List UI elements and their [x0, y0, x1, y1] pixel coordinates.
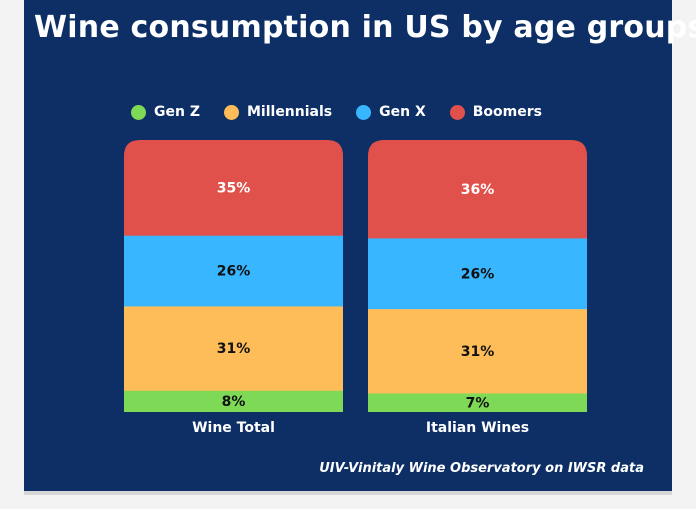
- data-label-gen-x-1: 26%: [461, 266, 495, 282]
- bar-group-1: [368, 140, 587, 412]
- legend-item-gen-z: Gen Z: [131, 104, 200, 120]
- legend-label-gen-x: Gen X: [379, 104, 426, 120]
- category-label-1: Italian Wines: [426, 420, 529, 436]
- bar-segment-millennials-0: [124, 305, 343, 391]
- legend-item-boomers: Boomers: [449, 104, 542, 120]
- data-label-gen-x-0: 26%: [217, 264, 251, 280]
- bar-segment-gen-z-0: [124, 390, 343, 412]
- data-label-millennials-1: 31%: [461, 344, 495, 360]
- source-note: UIV-Vinitaly Wine Observatory on IWSR da…: [319, 461, 644, 476]
- bar-segment-gen-z-1: [368, 392, 587, 412]
- bar-segment-millennials-1: [368, 308, 587, 394]
- bar-segment-boomers-0: [124, 140, 343, 236]
- legend-label-millennials: Millennials: [246, 104, 333, 120]
- data-label-gen-z-0: 8%: [222, 394, 246, 410]
- bar-segment-boomers-1: [368, 140, 587, 239]
- category-label-0: Wine Total: [192, 420, 275, 436]
- data-label-millennials-0: 31%: [217, 341, 251, 357]
- bar-segment-gen-x-1: [368, 237, 587, 310]
- panel-shadow: [24, 491, 672, 495]
- legend-item-millennials: Millennials: [223, 104, 333, 120]
- legend-swatch-gen-z: [131, 104, 146, 120]
- bar-group-0: [124, 140, 343, 412]
- legend-label-boomers: Boomers: [472, 104, 542, 120]
- chart-title: Wine consumption in US by age groups: [34, 10, 696, 45]
- data-label-boomers-1: 36%: [461, 182, 495, 198]
- legend-label-gen-z: Gen Z: [154, 104, 200, 120]
- data-label-gen-z-1: 7%: [466, 395, 490, 411]
- legend-item-gen-x: Gen X: [356, 104, 426, 120]
- data-label-boomers-0: 35%: [217, 181, 251, 197]
- legend-swatch-boomers: [449, 104, 465, 120]
- legend-swatch-gen-x: [356, 104, 372, 120]
- bar-segment-gen-x-0: [124, 235, 343, 307]
- legend: Gen Z Millennials Gen X Boomers: [131, 101, 566, 123]
- legend-swatch-millennials: [223, 104, 239, 120]
